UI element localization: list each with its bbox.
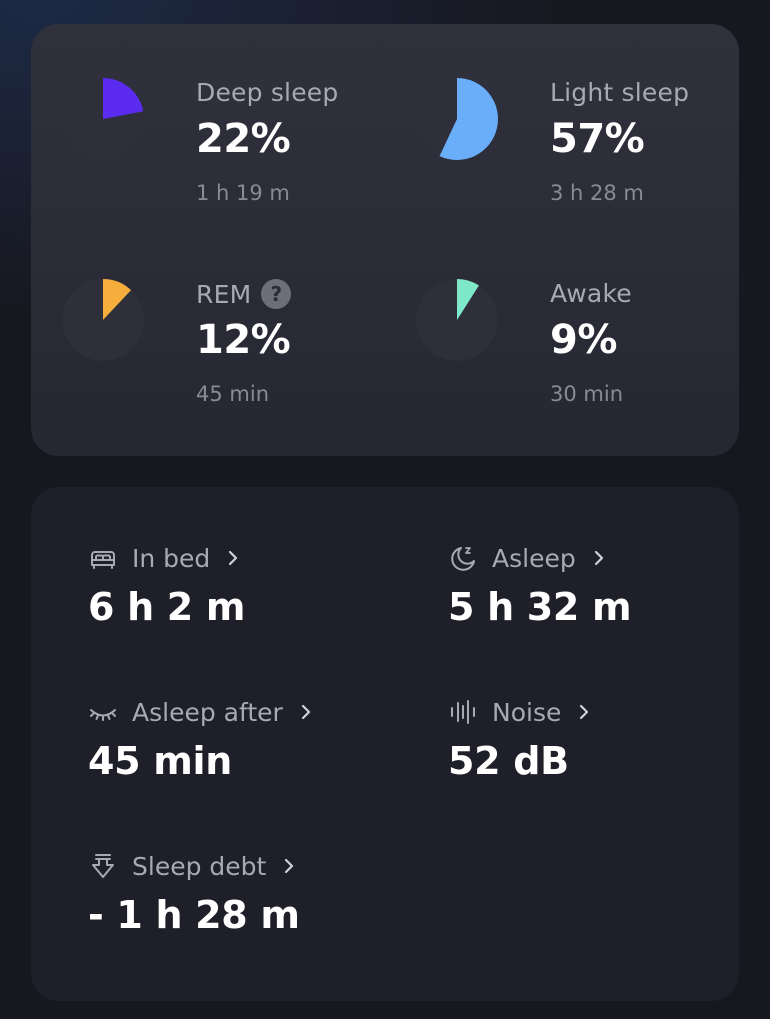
sleep-stats-card: In bed 6 h 2 m Asleep 5 h 32 m [31, 487, 739, 1001]
stat-asleep[interactable]: Asleep 5 h 32 m [448, 541, 770, 651]
stage-percent: 22% [196, 116, 291, 162]
rem-pie-chart [62, 279, 144, 361]
stat-noise[interactable]: Noise 52 dB [448, 695, 770, 805]
stage-label: Deep sleep [196, 78, 339, 107]
stage-label: Awake [550, 279, 632, 308]
deep-sleep-pie-chart [62, 78, 144, 160]
light-sleep-pie-chart [416, 78, 498, 160]
stat-in-bed[interactable]: In bed 6 h 2 m [88, 541, 418, 651]
stage-label: Light sleep [550, 78, 690, 107]
moon-icon [451, 547, 475, 571]
sleep-stages-card: Deep sleep 22% 1 h 19 m Light sleep 57% … [31, 24, 739, 456]
stat-header[interactable]: In bed [88, 541, 240, 575]
stat-label: Asleep after [132, 697, 283, 727]
stat-value: - 1 h 28 m [88, 893, 300, 937]
chevron-right-icon [594, 550, 603, 566]
stat-value: 52 dB [448, 739, 569, 783]
stat-header[interactable]: Asleep after [88, 695, 313, 729]
stat-asleep-after[interactable]: Asleep after 45 min [88, 695, 418, 805]
stat-label: In bed [132, 543, 211, 573]
stat-sleep-debt[interactable]: Sleep debt - 1 h 28 m [88, 849, 418, 959]
stat-value: 6 h 2 m [88, 585, 246, 629]
chevron-right-icon [229, 550, 238, 566]
stage-duration: 1 h 19 m [196, 181, 290, 205]
awake-pie-chart [416, 279, 498, 361]
bed-icon [91, 551, 115, 569]
stage-duration: 30 min [550, 382, 623, 406]
awake-slice [457, 279, 479, 320]
stage-label: REM ? [196, 279, 292, 309]
stage-light-sleep[interactable]: Light sleep 57% 3 h 28 m [416, 78, 746, 228]
chevron-right-icon [301, 704, 310, 720]
stat-label: Sleep debt [132, 851, 267, 881]
rem-slice [103, 279, 132, 320]
chevron-right-icon [285, 858, 294, 874]
stat-value: 5 h 32 m [448, 585, 632, 629]
help-icon[interactable]: ? [261, 279, 292, 309]
stage-duration: 45 min [196, 382, 269, 406]
stage-deep-sleep[interactable]: Deep sleep 22% 1 h 19 m [62, 78, 392, 228]
stat-label: Asleep [492, 543, 576, 573]
light-sleep-slice [439, 78, 498, 160]
deep-sleep-slice [103, 78, 144, 119]
chevron-right-icon [580, 704, 589, 720]
stat-header[interactable]: Noise [448, 695, 591, 729]
stage-rem[interactable]: REM ? 12% 45 min [62, 279, 392, 429]
stat-label: Noise [492, 697, 562, 727]
sound-wave-icon [451, 700, 475, 724]
stage-percent: 12% [196, 317, 291, 363]
closed-eye-icon [90, 709, 116, 721]
stage-percent: 57% [550, 116, 645, 162]
stat-value: 45 min [88, 739, 232, 783]
stage-duration: 3 h 28 m [550, 181, 644, 205]
arrow-down-icon [92, 854, 114, 878]
stage-percent: 9% [550, 317, 617, 363]
stage-awake[interactable]: Awake 9% 30 min [416, 279, 746, 429]
stat-header[interactable]: Asleep [448, 541, 606, 575]
stat-header[interactable]: Sleep debt [88, 849, 296, 883]
